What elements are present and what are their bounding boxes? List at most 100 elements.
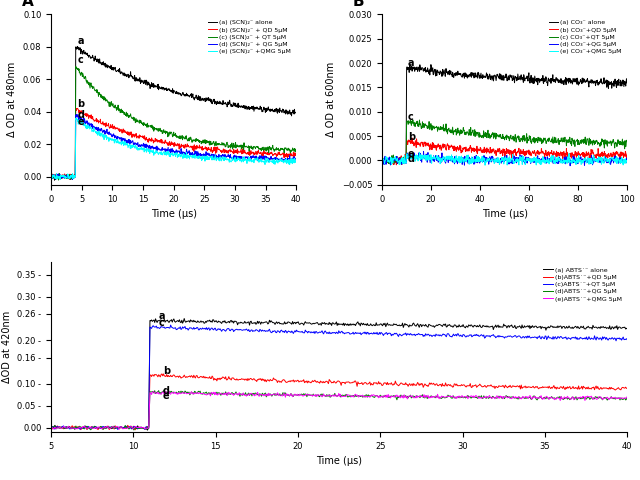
(e) CO₃⁻+QMG 5μM <box>449 156 456 162</box>
(e) CO₃⁻+QMG 5μM <box>623 160 631 166</box>
(d)ABTS˙⁻+QG 5μM <box>155 388 163 394</box>
(c) CO₃⁻+QT 5μM <box>504 134 511 140</box>
(b) (SCN)₂⁻ + QD 5μM <box>54 175 62 181</box>
(e) CO₃⁻+QMG 5μM <box>504 158 511 164</box>
(b)ABTS˙⁻+QD 5μM <box>484 383 492 388</box>
(b) (SCN)₂⁻ + QD 5μM <box>194 145 202 151</box>
Text: e: e <box>408 149 415 158</box>
(b)ABTS˙⁻+QD 5μM <box>623 385 631 391</box>
(b)ABTS˙⁻+QD 5μM <box>584 384 592 390</box>
Text: b: b <box>163 366 170 376</box>
(e)ABTS˙⁻+QMG 5μM <box>502 394 510 399</box>
(c)ABTS˙⁻+QT 5μM <box>529 335 536 340</box>
(b) (SCN)₂⁻ + QD 5μM <box>146 136 154 142</box>
(a) (SCN)₂⁻ alone <box>104 65 111 71</box>
(b) CO₃⁻+QD 5μM <box>449 144 456 150</box>
(d) CO₃⁻+QG 5μM <box>551 159 559 165</box>
(d) CO₃⁻+QG 5μM <box>623 159 631 165</box>
(a) (SCN)₂⁻ alone <box>51 177 58 183</box>
(e) CO₃⁻+QMG 5μM <box>415 149 423 155</box>
Line: (e) CO₃⁻+QMG 5μM: (e) CO₃⁻+QMG 5μM <box>382 152 627 165</box>
(e) CO₃⁻+QMG 5μM <box>554 154 562 159</box>
(b) (SCN)₂⁻ + QD 5μM <box>74 106 81 111</box>
(b) (SCN)₂⁻ + QD 5μM <box>47 173 55 179</box>
(c)ABTS˙⁻+QT 5μM <box>193 324 201 330</box>
Line: (d) CO₃⁻+QG 5μM: (d) CO₃⁻+QG 5μM <box>382 151 627 166</box>
(e) CO₃⁻+QMG 5μM <box>481 162 489 168</box>
(c) (SCN)₂⁻ + QT 5μM <box>47 173 55 179</box>
(e)ABTS˙⁻+QMG 5μM <box>162 389 170 395</box>
(d)ABTS˙⁻+QG 5μM <box>484 394 492 400</box>
(d) (SCN)₂⁻ + QG 5μM <box>146 143 154 148</box>
(a) CO₃⁻ alone <box>554 80 562 85</box>
Text: B: B <box>353 0 364 9</box>
(a) CO₃⁻ alone <box>573 80 580 86</box>
Line: (c) (SCN)₂⁻ + QT 5μM: (c) (SCN)₂⁻ + QT 5μM <box>51 66 296 180</box>
Text: A: A <box>22 0 33 9</box>
(a) CO₃⁻ alone <box>378 156 386 161</box>
(e)ABTS˙⁻+QMG 5μM <box>564 395 572 401</box>
(c) (SCN)₂⁻ + QT 5μM <box>110 104 118 110</box>
(e)ABTS˙⁻+QMG 5μM <box>623 394 631 399</box>
(d) (SCN)₂⁻ + QG 5μM <box>110 133 118 139</box>
Text: e: e <box>77 117 84 127</box>
(b) CO₃⁻+QD 5μM <box>538 149 546 155</box>
(c) (SCN)₂⁻ + QT 5μM <box>292 146 300 152</box>
(c) (SCN)₂⁻ + QT 5μM <box>81 73 89 79</box>
(c) CO₃⁻+QT 5μM <box>538 138 546 144</box>
(d) CO₃⁻+QG 5μM <box>566 163 574 168</box>
Legend: (a) ABTS˙⁻ alone, (b)ABTS˙⁻+QD 5μM, (c)ABTS˙⁻+QT 5μM, (d)ABTS˙⁻+QG 5μM, (e)ABTS˙: (a) ABTS˙⁻ alone, (b)ABTS˙⁻+QD 5μM, (c)A… <box>541 264 624 304</box>
(a) ABTS˙⁻ alone <box>193 320 201 325</box>
Line: (e) (SCN)₂⁻ +QMG 5μM: (e) (SCN)₂⁻ +QMG 5μM <box>51 118 296 180</box>
(c)ABTS˙⁻+QT 5μM <box>114 427 122 432</box>
Line: (b) CO₃⁻+QD 5μM: (b) CO₃⁻+QD 5μM <box>382 138 627 165</box>
(b) CO₃⁻+QD 5μM <box>573 155 580 161</box>
Line: (d) (SCN)₂⁻ + QG 5μM: (d) (SCN)₂⁻ + QG 5μM <box>51 115 296 180</box>
(b) CO₃⁻+QD 5μM <box>504 148 511 154</box>
Text: b: b <box>408 132 415 142</box>
(e) CO₃⁻+QMG 5μM <box>573 155 580 161</box>
(a) (SCN)₂⁻ alone <box>81 49 89 55</box>
X-axis label: Time (μs): Time (μs) <box>316 456 362 466</box>
(b)ABTS˙⁻+QD 5μM <box>158 371 166 377</box>
X-axis label: Time (μs): Time (μs) <box>151 209 196 219</box>
(d) (SCN)₂⁻ + QG 5μM <box>47 174 55 180</box>
(d)ABTS˙⁻+QG 5μM <box>623 397 631 403</box>
(d) (SCN)₂⁻ + QG 5μM <box>54 172 62 178</box>
Legend: (a) (SCN)₂⁻ alone, (b) (SCN)₂⁻ + QD 5μM, (c) (SCN)₂⁻ + QT 5μM, (d) (SCN)₂⁻ + QG : (a) (SCN)₂⁻ alone, (b) (SCN)₂⁻ + QD 5μM,… <box>205 18 293 57</box>
(a) ABTS˙⁻ alone <box>502 323 510 329</box>
(d) (SCN)₂⁻ + QG 5μM <box>68 177 76 182</box>
(d)ABTS˙⁻+QG 5μM <box>47 425 55 431</box>
(b)ABTS˙⁻+QD 5μM <box>131 427 139 432</box>
(d)ABTS˙⁻+QG 5μM <box>130 427 138 433</box>
(e)ABTS˙⁻+QMG 5μM <box>584 394 592 400</box>
(c) (SCN)₂⁻ + QT 5μM <box>54 177 62 183</box>
Line: (b)ABTS˙⁻+QD 5μM: (b)ABTS˙⁻+QD 5μM <box>51 374 627 430</box>
Line: (e)ABTS˙⁻+QMG 5μM: (e)ABTS˙⁻+QMG 5μM <box>51 392 627 429</box>
Line: (b) (SCN)₂⁻ + QD 5μM: (b) (SCN)₂⁻ + QD 5μM <box>51 108 296 180</box>
(b)ABTS˙⁻+QD 5μM <box>502 384 510 389</box>
(e) (SCN)₂⁻ +QMG 5μM <box>194 156 202 161</box>
(b)ABTS˙⁻+QD 5μM <box>47 425 55 431</box>
(d) (SCN)₂⁻ + QG 5μM <box>72 112 80 118</box>
(a) ABTS˙⁻ alone <box>529 323 536 328</box>
(e) (SCN)₂⁻ +QMG 5μM <box>110 136 118 142</box>
(a) ABTS˙⁻ alone <box>47 425 55 431</box>
(d)ABTS˙⁻+QG 5μM <box>193 390 201 396</box>
(b)ABTS˙⁻+QD 5μM <box>193 372 201 378</box>
(b) CO₃⁻+QD 5μM <box>623 151 631 157</box>
(a) CO₃⁻ alone <box>504 75 511 81</box>
(c) CO₃⁻+QT 5μM <box>554 136 562 142</box>
Y-axis label: Δ OD at 480nm: Δ OD at 480nm <box>8 62 17 137</box>
(d)ABTS˙⁻+QG 5μM <box>564 396 572 401</box>
(e) (SCN)₂⁻ +QMG 5μM <box>47 173 55 179</box>
(b)ABTS˙⁻+QD 5μM <box>529 384 536 390</box>
(a) (SCN)₂⁻ alone <box>54 173 62 179</box>
(c)ABTS˙⁻+QT 5μM <box>564 335 572 340</box>
(c)ABTS˙⁻+QT 5μM <box>167 322 175 328</box>
Text: c: c <box>77 55 83 65</box>
(c)ABTS˙⁻+QT 5μM <box>623 337 631 343</box>
(d) CO₃⁻+QG 5μM <box>420 148 428 154</box>
(c)ABTS˙⁻+QT 5μM <box>484 333 492 338</box>
Text: d: d <box>77 110 84 120</box>
